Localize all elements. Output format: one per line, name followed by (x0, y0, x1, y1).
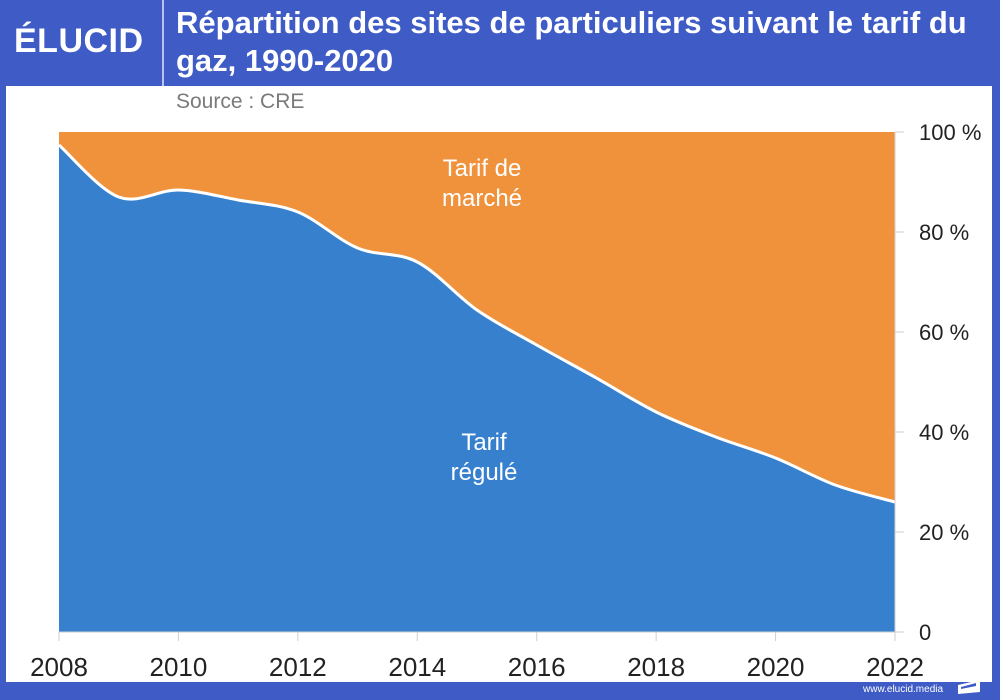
y-tick-label: 80 % (919, 220, 969, 245)
y-tick-label: 40 % (919, 420, 969, 445)
header-divider (162, 0, 164, 86)
label-tarif-de-marche: Tarif de (443, 155, 522, 182)
series-boundary-line (57, 143, 896, 504)
x-tick-label: 2022 (866, 652, 924, 682)
elucid-logo: ÉLUCID (14, 22, 144, 60)
chart-source: Source : CRE (176, 90, 305, 113)
x-tick-label: 2014 (388, 652, 446, 682)
x-tick-label: 2010 (150, 652, 208, 682)
elucid-flag-icon (958, 680, 980, 694)
y-tick-label: 0 (919, 620, 931, 645)
x-tick-label: 2012 (269, 652, 327, 682)
label-tarif-de-marche: marché (442, 185, 522, 212)
footer-url[interactable]: www.elucid.media (863, 684, 944, 695)
label-tarif-regule: régulé (451, 459, 518, 486)
area-tarif-regule (59, 145, 895, 632)
y-tick-label: 100 % (919, 120, 981, 145)
header-bar: ÉLUCID Répartition des sites de particul… (0, 0, 1000, 86)
label-tarif-regule: Tarif (461, 429, 507, 456)
x-tick-label: 2018 (627, 652, 685, 682)
x-tick-label: 2008 (30, 652, 88, 682)
y-tick-label: 60 % (919, 320, 969, 345)
x-tick-label: 2016 (508, 652, 566, 682)
x-tick-label: 2020 (747, 652, 805, 682)
y-tick-label: 20 % (919, 520, 969, 545)
chart-title: Répartition des sites de particuliers su… (176, 5, 967, 78)
